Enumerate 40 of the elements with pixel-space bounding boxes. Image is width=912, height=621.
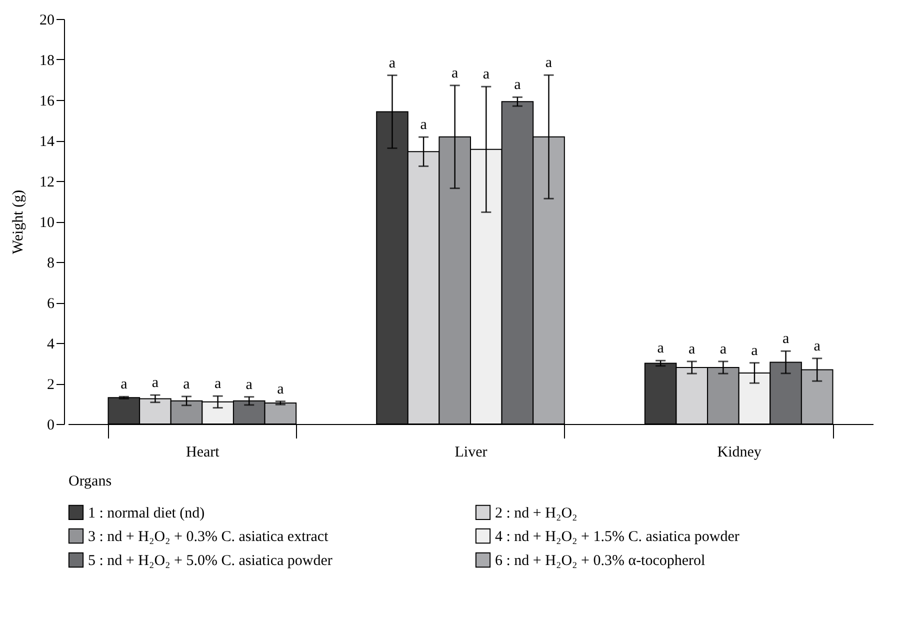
annotation: a — [183, 376, 190, 392]
annotation: a — [120, 376, 128, 393]
y-tick-label: 10 — [40, 215, 54, 231]
y-tick-label: 16 — [40, 94, 55, 110]
legend-label: 5 : nd + H₂O₂ + 5.0% C. asiatica powder — [88, 553, 332, 569]
annotation: a — [277, 381, 284, 398]
annotation: a — [814, 338, 821, 354]
y-tick-label: 6 — [47, 296, 55, 312]
y-tick-label: 12 — [40, 174, 54, 190]
x-axis-title: Organs — [68, 474, 112, 490]
annotation: a — [545, 55, 552, 72]
annotation: a — [720, 341, 727, 358]
annotation: a — [388, 55, 396, 72]
x-tick-label: Liver — [454, 444, 488, 460]
y-tick-label: 18 — [40, 53, 54, 69]
annotation: a — [782, 331, 790, 348]
x-tick-label: Kidney — [717, 444, 762, 460]
annotation: a — [452, 65, 459, 82]
y-tick-label: 14 — [40, 134, 55, 150]
y-tick-label: 0 — [47, 418, 54, 434]
legend-label: 6 : nd + H₂O₂ + 0.3% α-tocopherol — [495, 553, 706, 569]
y-tick-label: 4 — [47, 336, 55, 352]
y-axis-title: Weight (g) — [10, 190, 26, 254]
legend-label: 4 : nd + H₂O₂ + 1.5% C. asiatica powder — [495, 529, 740, 545]
legend-label: 1 : normal diet (nd) — [88, 505, 205, 522]
annotation: a — [688, 341, 696, 358]
annotation: a — [152, 375, 159, 392]
annotation: a — [514, 77, 522, 94]
x-tick-label: Heart — [186, 444, 220, 460]
annotation: a — [420, 117, 428, 134]
y-tick-label: 20 — [40, 12, 54, 28]
annotation: a — [751, 342, 758, 359]
y-tick-label: 2 — [47, 377, 54, 393]
annotation: a — [657, 340, 664, 357]
annotation: a — [246, 376, 253, 393]
y-tick-label: 8 — [47, 256, 54, 272]
legend-label: 3 : nd + H₂O₂ + 0.3% C. asiatica extract — [88, 529, 330, 545]
legend-label: 2 : nd + H₂O₂ — [495, 505, 578, 522]
annotation: a — [482, 66, 490, 83]
annotation: a — [214, 376, 222, 392]
